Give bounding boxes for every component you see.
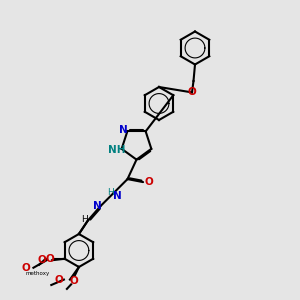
Text: O: O — [188, 87, 196, 98]
Text: O: O — [54, 274, 63, 285]
Text: O: O — [45, 254, 54, 264]
Text: N: N — [92, 201, 101, 211]
Text: H: H — [82, 214, 88, 224]
Text: O: O — [144, 177, 153, 187]
Text: O: O — [69, 275, 78, 286]
Text: N: N — [113, 191, 122, 201]
Text: NH: NH — [107, 145, 125, 155]
Text: O: O — [37, 255, 46, 265]
Text: N: N — [119, 125, 128, 135]
Text: methoxy: methoxy — [26, 271, 50, 276]
Text: H: H — [108, 188, 114, 197]
Text: O: O — [22, 263, 30, 273]
